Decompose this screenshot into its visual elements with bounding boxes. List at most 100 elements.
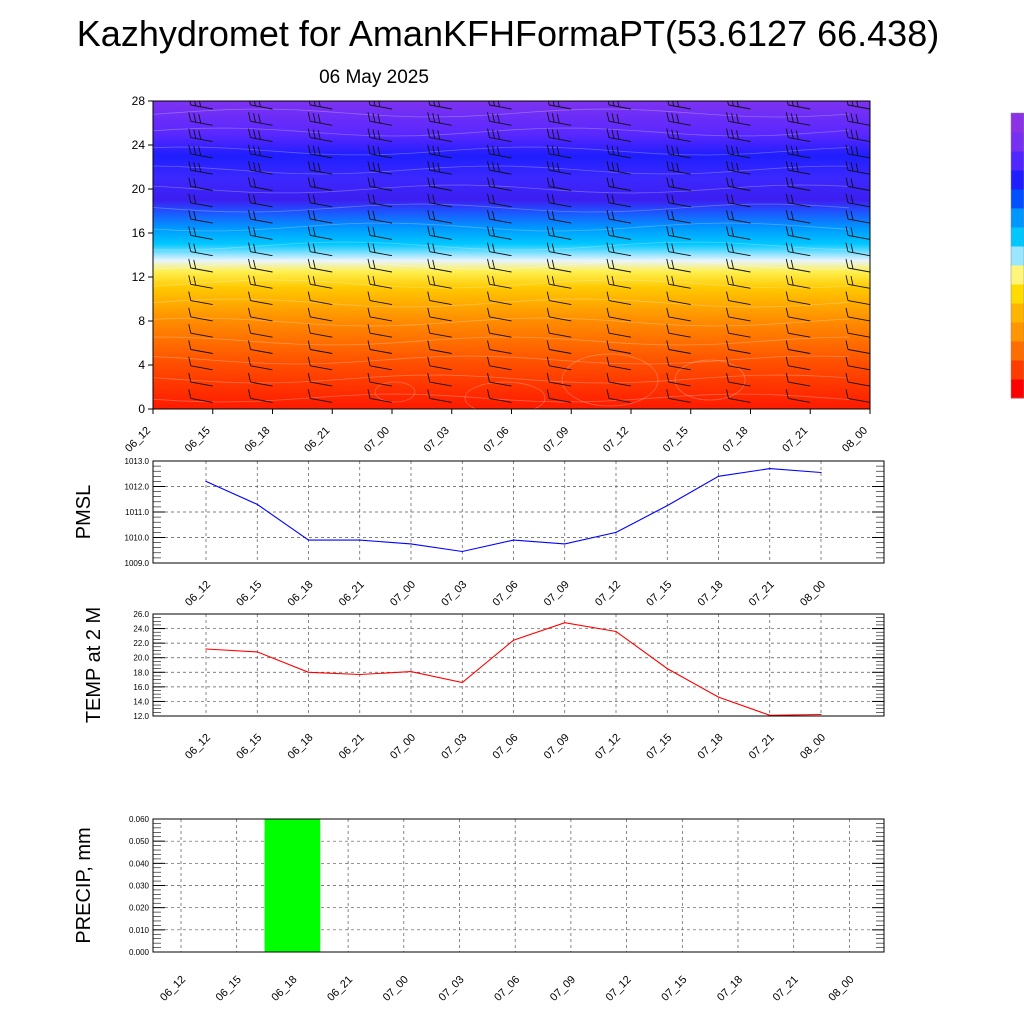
wind-barb-staff <box>788 120 811 126</box>
wind-barb-flag <box>671 178 675 188</box>
wind-barb-staff <box>429 202 452 208</box>
wind-barb-staff <box>250 251 273 257</box>
wind-barb-staff <box>788 104 811 110</box>
wind-barb-staff <box>608 186 632 191</box>
wind-barb-flag <box>189 101 192 106</box>
wind-barb-flag <box>372 210 376 221</box>
heatmap-x-tick-label: 06_12 <box>123 425 153 455</box>
wind-barb-flag <box>731 162 734 172</box>
x-tick-label: 08_00 <box>798 732 828 762</box>
wind-barb-staff <box>728 267 751 273</box>
data-point <box>461 550 463 553</box>
wind-barb-flag <box>372 162 376 172</box>
wind-barb-flag <box>248 324 251 334</box>
wind-barb-staff <box>250 137 273 143</box>
wind-barb-staff <box>310 202 333 208</box>
wind-barb-staff <box>250 365 273 371</box>
wind-barb-flag <box>378 101 381 107</box>
wind-barb-staff <box>310 153 333 159</box>
wind-barb-flag <box>492 227 495 237</box>
wind-barb-flag <box>248 128 251 138</box>
wind-barb-staff <box>728 349 751 354</box>
wind-barb-staff <box>728 332 751 338</box>
heatmap-x-tick-label: 07_21 <box>780 425 810 455</box>
wind-barb-flag <box>676 130 680 140</box>
wind-barb-staff <box>728 104 751 110</box>
wind-barb-flag <box>188 144 192 154</box>
colorbar-segment <box>1011 379 1024 399</box>
wind-barb-flag <box>129 210 131 219</box>
temperature-panel: 12.0 14.0 16.0 18.0 20.0 22.0 24.0 26.0 06_12 06_… <box>83 607 885 762</box>
wind-barb-flag <box>312 129 316 139</box>
wind-barb-staff <box>728 365 751 371</box>
wind-barb-staff <box>549 104 572 110</box>
wind-barb-flag <box>427 193 431 203</box>
wind-barb-staff <box>153 157 154 158</box>
contour-line <box>153 374 850 384</box>
data-point <box>205 648 207 650</box>
wind-barb-flag <box>427 356 431 366</box>
wind-barb-flag <box>427 161 431 171</box>
wind-barb-staff <box>608 218 632 224</box>
x-tick-label: 06_12 <box>183 579 213 609</box>
wind-barb-staff <box>668 349 691 354</box>
wind-barb-flag <box>377 130 381 140</box>
wind-barb-flag <box>726 242 729 252</box>
x-tick-label: 07_18 <box>696 579 726 609</box>
wind-barb-flag <box>666 356 670 366</box>
wind-barb-flag <box>850 259 854 269</box>
wind-barb-flag <box>666 161 670 171</box>
wind-barb-staff <box>549 169 572 175</box>
wind-barb-flag <box>611 113 615 123</box>
wind-barb-staff <box>429 186 452 191</box>
wind-barb-flag <box>845 242 849 252</box>
wind-barb-flag <box>726 307 729 317</box>
wind-barb-flag <box>307 112 311 122</box>
wind-barb-flag <box>437 130 441 140</box>
wind-barb-flag <box>790 113 794 123</box>
wind-barb-staff <box>429 365 452 371</box>
wind-barb-staff <box>190 202 213 208</box>
wind-barb-staff <box>429 267 452 273</box>
wind-barb-flag <box>671 210 675 221</box>
wind-barb-staff <box>788 202 811 208</box>
wind-barb-flag <box>677 101 680 107</box>
wind-barb-staff <box>190 186 213 191</box>
wind-barb-flag <box>193 162 197 172</box>
wind-barb-flag <box>372 227 376 237</box>
wind-barb-flag <box>785 112 789 122</box>
wind-barb-staff <box>549 300 572 306</box>
wind-barb-flag <box>188 389 192 399</box>
wind-barb-staff <box>489 283 512 289</box>
wind-barb-staff <box>668 316 691 322</box>
wind-barb-flag <box>129 389 131 398</box>
wind-barb-staff <box>153 336 154 338</box>
wind-barb-flag <box>551 276 555 286</box>
wind-barb-flag <box>198 146 202 156</box>
wind-barb-flag <box>307 177 311 187</box>
wind-barb-flag <box>188 177 192 187</box>
wind-barb-staff <box>190 316 213 322</box>
wind-barb-staff <box>668 186 691 191</box>
wind-barb-flag <box>850 227 854 237</box>
wind-barb-staff <box>429 104 452 110</box>
wind-barb-flag <box>312 178 316 188</box>
wind-barb-flag <box>248 144 251 154</box>
wind-barb-flag <box>427 242 431 252</box>
wind-barb-flag <box>606 226 610 236</box>
wind-barb-staff <box>250 283 273 289</box>
x-tick-label: 07_00 <box>388 579 418 609</box>
wind-barb-flag <box>258 162 261 173</box>
wind-barb-staff <box>310 381 333 387</box>
data-point <box>410 543 412 545</box>
wind-barb-flag <box>193 145 197 155</box>
wind-barb-flag <box>845 307 849 317</box>
wind-barb-flag <box>487 340 490 350</box>
wind-barb-flag <box>188 356 192 366</box>
wind-barb-staff <box>668 365 691 371</box>
wind-barb-flag <box>367 226 371 236</box>
wind-barb-flag <box>307 373 311 383</box>
wind-barb-flag <box>372 243 376 253</box>
wind-barb-flag <box>671 162 675 172</box>
wind-barb-flag <box>606 307 610 317</box>
